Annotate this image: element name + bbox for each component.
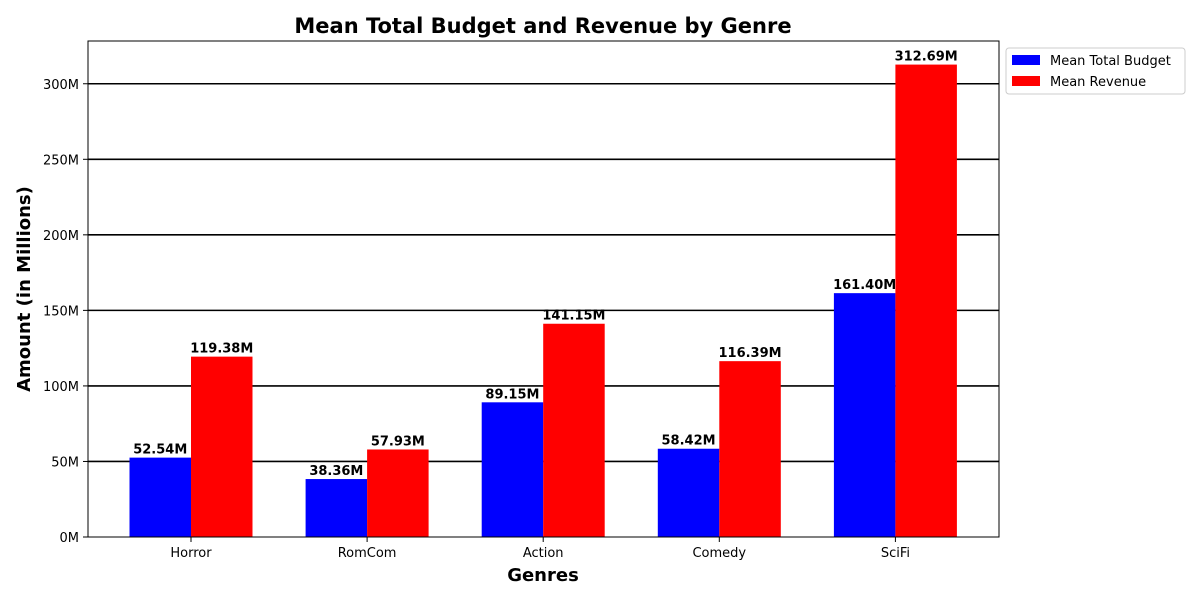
- x-axis-title: Genres: [507, 565, 579, 586]
- x-axis: Horror RomCom Action Comedy SciFi: [170, 537, 910, 561]
- chart-title: Mean Total Budget and Revenue by Genre: [294, 14, 791, 38]
- bar-value-label: 141.15M: [542, 309, 605, 324]
- bar-revenue: [895, 64, 957, 537]
- legend-label: Mean Total Budget: [1050, 54, 1171, 69]
- bar-revenue: [719, 361, 781, 537]
- x-tick-label: Comedy: [692, 546, 746, 561]
- bar-budget: [481, 402, 544, 537]
- x-tick-label: SciFi: [881, 546, 910, 561]
- bar-budget: [833, 293, 896, 537]
- data-labels: 52.54M 38.36M 89.15M 58.42M 161.40M 119.38M 57…: [133, 50, 957, 479]
- x-tick-label: RomCom: [338, 546, 397, 561]
- y-tick-label: 150M: [43, 304, 79, 319]
- y-tick-label: 100M: [43, 380, 79, 395]
- bar-value-label: 161.40M: [833, 278, 896, 293]
- y-tick-label: 50M: [51, 455, 79, 470]
- bar-revenue: [367, 449, 429, 537]
- bar-budget: [305, 479, 368, 537]
- bar-value-label: 58.42M: [662, 434, 716, 449]
- bars: [129, 64, 957, 537]
- bar-value-label: 52.54M: [133, 443, 187, 458]
- bar-revenue: [543, 323, 605, 537]
- y-axis-title: Amount (in Millions): [14, 186, 35, 392]
- y-tick-label: 250M: [43, 153, 79, 168]
- bar-value-label: 38.36M: [309, 464, 363, 479]
- bar-value-label: 89.15M: [485, 387, 539, 402]
- x-tick-label: Horror: [170, 546, 212, 561]
- bar-value-label: 119.38M: [190, 342, 253, 357]
- bar-revenue: [191, 356, 253, 537]
- bar-value-label: 57.93M: [371, 434, 425, 449]
- legend-swatch: [1012, 55, 1040, 65]
- bar-value-label: 312.69M: [895, 50, 958, 65]
- bar-value-label: 116.39M: [718, 346, 781, 361]
- y-tick-label: 0M: [60, 531, 80, 546]
- bar-budget: [657, 448, 720, 537]
- y-tick-label: 300M: [43, 78, 79, 93]
- x-tick-label: Action: [523, 546, 564, 561]
- bar-budget: [129, 457, 191, 537]
- legend-swatch: [1012, 76, 1040, 86]
- legend: Mean Total Budget Mean Revenue: [1005, 47, 1186, 95]
- y-tick-label: 200M: [43, 229, 79, 244]
- legend-label: Mean Revenue: [1050, 75, 1146, 90]
- y-axis: 0M 50M 100M 150M 200M 250M 300M: [43, 78, 88, 546]
- legend-box: [1005, 47, 1186, 95]
